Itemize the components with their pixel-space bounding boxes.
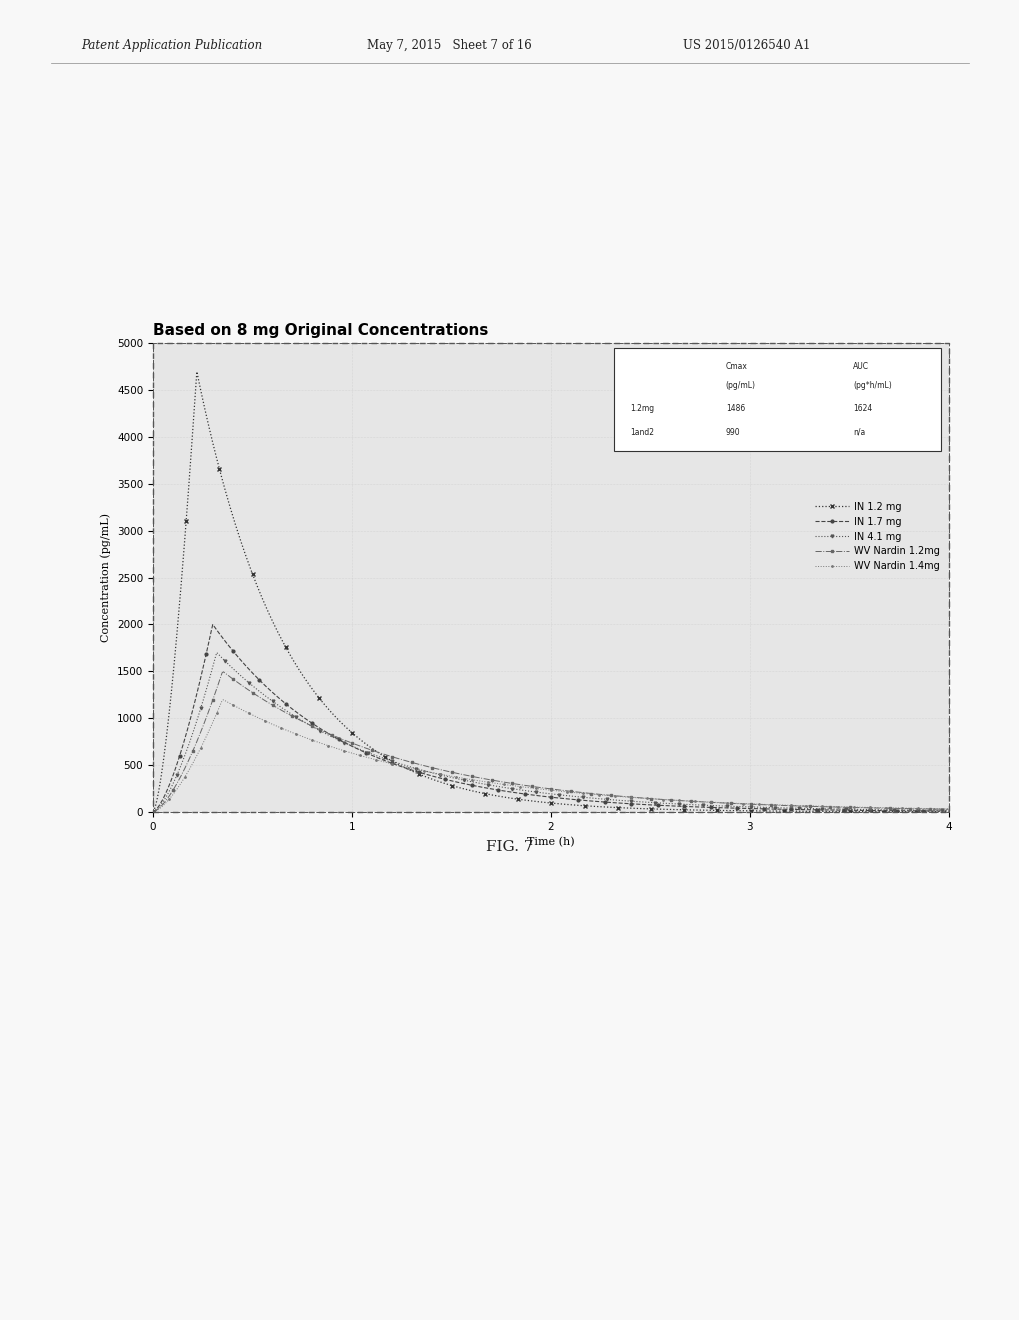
Text: FIG. 7: FIG. 7 [486,841,533,854]
IN 4.1 mg [288,709,301,725]
IN 1.2 mg [147,804,159,820]
IN 4.1 mg [616,793,629,809]
IN 1.2 mg [679,803,691,818]
IN 1.2 mg [942,804,954,820]
WV Nardin 1.2mg [288,710,301,726]
Text: Patent Application Publication: Patent Application Publication [82,38,263,51]
Text: AUC: AUC [852,362,868,371]
Text: US 2015/0126540 A1: US 2015/0126540 A1 [683,38,810,51]
IN 1.7 mg [616,796,629,812]
Text: Cmax: Cmax [726,362,747,371]
Text: (pg/mL): (pg/mL) [726,380,755,389]
IN 1.2 mg [507,791,520,807]
WV Nardin 1.4mg [616,789,629,805]
IN 1.7 mg [207,616,219,632]
Line: WV Nardin 1.4mg: WV Nardin 1.4mg [152,698,949,813]
WV Nardin 1.4mg [147,804,159,820]
WV Nardin 1.2mg [217,664,229,680]
WV Nardin 1.2mg [942,801,954,817]
Text: 1486: 1486 [726,404,744,413]
Text: Based on 8 mg Original Concentrations: Based on 8 mg Original Concentrations [153,323,488,338]
WV Nardin 1.2mg [353,738,365,754]
X-axis label: Time (h): Time (h) [527,837,574,847]
IN 1.7 mg [942,803,954,818]
WV Nardin 1.4mg [217,692,229,708]
WV Nardin 1.4mg [747,796,759,812]
IN 4.1 mg [211,644,223,660]
Text: 1.2mg: 1.2mg [630,404,654,413]
WV Nardin 1.4mg [679,793,691,809]
WV Nardin 1.2mg [747,796,759,812]
IN 4.1 mg [747,799,759,814]
WV Nardin 1.4mg [288,726,301,742]
Text: 1624: 1624 [852,404,871,413]
IN 1.2 mg [191,364,203,380]
IN 1.2 mg [616,800,629,816]
FancyBboxPatch shape [613,348,940,451]
IN 1.7 mg [353,742,365,758]
WV Nardin 1.2mg [616,788,629,804]
IN 1.7 mg [147,804,159,820]
IN 4.1 mg [942,803,954,818]
IN 4.1 mg [507,781,520,797]
IN 4.1 mg [353,741,365,756]
WV Nardin 1.2mg [507,776,520,792]
WV Nardin 1.2mg [679,793,691,809]
Text: 1and2: 1and2 [630,428,654,437]
IN 1.2 mg [353,730,365,746]
IN 1.7 mg [747,801,759,817]
WV Nardin 1.4mg [507,777,520,793]
Y-axis label: Concentration (pg/mL): Concentration (pg/mL) [101,513,111,642]
WV Nardin 1.4mg [942,801,954,817]
Line: WV Nardin 1.2mg: WV Nardin 1.2mg [152,671,949,813]
Line: IN 4.1 mg: IN 4.1 mg [152,651,949,813]
Legend: IN 1.2 mg, IN 1.7 mg, IN 4.1 mg, WV Nardin 1.2mg, WV Nardin 1.4mg: IN 1.2 mg, IN 1.7 mg, IN 4.1 mg, WV Nard… [810,498,943,576]
Text: n/a: n/a [852,428,864,437]
Text: (pg*h/mL): (pg*h/mL) [852,380,891,389]
IN 1.2 mg [288,656,301,672]
Line: IN 1.2 mg: IN 1.2 mg [151,370,950,814]
IN 1.7 mg [507,784,520,800]
IN 1.7 mg [288,704,301,719]
Line: IN 1.7 mg: IN 1.7 mg [152,623,949,813]
IN 4.1 mg [679,796,691,812]
IN 1.7 mg [679,799,691,814]
Text: May 7, 2015   Sheet 7 of 16: May 7, 2015 Sheet 7 of 16 [367,38,532,51]
Text: 990: 990 [726,428,740,437]
WV Nardin 1.2mg [147,804,159,820]
IN 4.1 mg [147,804,159,820]
WV Nardin 1.4mg [353,747,365,763]
IN 1.2 mg [747,803,759,818]
